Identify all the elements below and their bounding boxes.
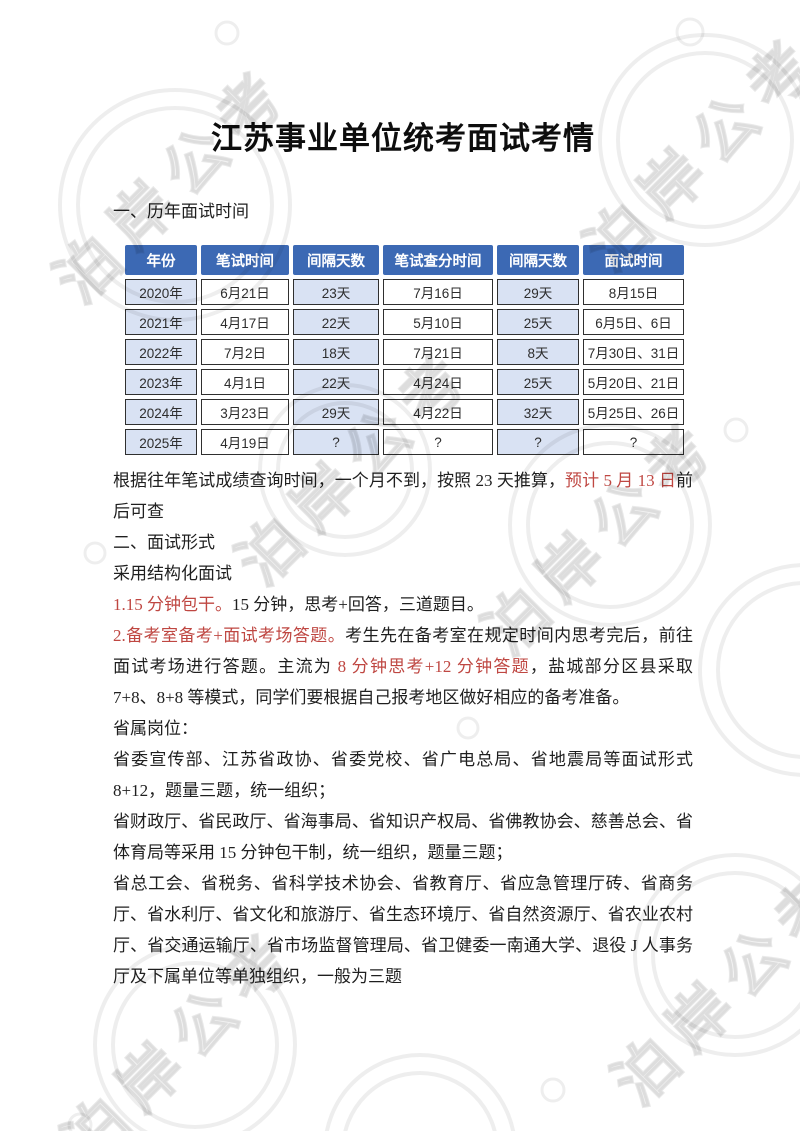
table-cell: 7月2日 bbox=[201, 339, 289, 365]
table-cell: 7月21日 bbox=[383, 339, 493, 365]
table-cell: 2025年 bbox=[125, 429, 197, 455]
paragraph: 根据往年笔试成绩查询时间，一个月不到，按照 23 天推算，预计 5 月 13 日… bbox=[113, 465, 693, 527]
column-header: 年份 bbox=[125, 245, 197, 275]
column-header: 间隔天数 bbox=[293, 245, 379, 275]
table-row: 2022年 7月2日 18天 7月21日 8天 7月30日、31日 bbox=[125, 339, 684, 365]
paragraph: 省总工会、省税务、省科学技术协会、省教育厅、省应急管理厅砖、省商务厅、省水利厅、… bbox=[113, 868, 693, 992]
text-run: 省财政厅、省民政厅、省海事局、省知识产权局、省佛教协会、慈善总会、省体育局等采用… bbox=[113, 812, 693, 862]
table-cell: ? bbox=[293, 429, 379, 455]
text-run: 15 分钟，思考+回答，三道题目。 bbox=[232, 595, 484, 614]
text-run: 预计 5 月 13 日 bbox=[565, 471, 677, 490]
column-header: 笔试查分时间 bbox=[383, 245, 493, 275]
table-cell: 25天 bbox=[497, 309, 579, 335]
table-row: 2025年 4月19日???? bbox=[125, 429, 684, 455]
text-run: ，盐城部分区县采取 7+8、8+8 等模式，同学们要根据自己报考地区做好相应的备… bbox=[113, 657, 693, 707]
table-row: 2024年 3月23日 29天 4月22日 32天 5月25日、26日 bbox=[125, 399, 684, 425]
text-run: 采用结构化面试 bbox=[113, 564, 232, 583]
table-cell: 7月16日 bbox=[383, 279, 493, 305]
section-heading-history: 一、历年面试时间 bbox=[113, 202, 249, 221]
interview-schedule-table: 年份 笔试时间 间隔天数 笔试查分时间 间隔天数 面试时间 2020年 6月21日 23天 7月… bbox=[121, 241, 688, 459]
text-run: 8 分钟思考+12 分钟答题 bbox=[337, 657, 530, 676]
table-cell: 5月25日、26日 bbox=[583, 399, 684, 425]
paragraph: 省委宣传部、江苏省政协、省委党校、省广电总局、省地震局等面试形式 8+12，题量… bbox=[113, 744, 693, 806]
column-header: 笔试时间 bbox=[201, 245, 289, 275]
paragraph: 省属岗位： bbox=[113, 713, 693, 744]
text-run: 省委宣传部、江苏省政协、省委党校、省广电总局、省地震局等面试形式 8+12，题量… bbox=[113, 750, 693, 800]
table-cell: 2021年 bbox=[125, 309, 197, 335]
text-run: 1.15 分钟包干。 bbox=[113, 595, 232, 614]
table-cell: 2024年 bbox=[125, 399, 197, 425]
table-cell: 3月23日 bbox=[201, 399, 289, 425]
table-row: 2020年 6月21日 23天 7月16日 29天 8月15日 bbox=[125, 279, 684, 305]
page-title: 江苏事业单位统考面试考情 bbox=[211, 121, 595, 156]
table-row: 2021年 4月17日 22天 5月10日 25天 6月5日、6日 bbox=[125, 309, 684, 335]
table-cell: 18天 bbox=[293, 339, 379, 365]
table-cell: 7月30日、31日 bbox=[583, 339, 684, 365]
table-cell: 2020年 bbox=[125, 279, 197, 305]
table-cell: 4月22日 bbox=[383, 399, 493, 425]
table-cell: 8月15日 bbox=[583, 279, 684, 305]
column-header: 面试时间 bbox=[583, 245, 684, 275]
text-run: 二、面试形式 bbox=[113, 533, 215, 552]
table-cell: 2023年 bbox=[125, 369, 197, 395]
table-cell: ? bbox=[383, 429, 493, 455]
table-cell: 4月1日 bbox=[201, 369, 289, 395]
table-cell: 4月19日 bbox=[201, 429, 289, 455]
paragraph: 2.备考室备考+面试考场答题。考生先在备考室在规定时间内思考完后，前往面试考场进… bbox=[113, 620, 693, 713]
table-cell: 32天 bbox=[497, 399, 579, 425]
paragraph: 采用结构化面试 bbox=[113, 558, 693, 589]
table-cell: 2022年 bbox=[125, 339, 197, 365]
table-cell: 29天 bbox=[497, 279, 579, 305]
table-cell: 29天 bbox=[293, 399, 379, 425]
table-cell: 5月20日、21日 bbox=[583, 369, 684, 395]
text-run: 前后可查 bbox=[113, 471, 694, 521]
table-cell: 5月10日 bbox=[383, 309, 493, 335]
table-cell: 25天 bbox=[497, 369, 579, 395]
table-cell: 23天 bbox=[293, 279, 379, 305]
text-run: 省属岗位： bbox=[113, 719, 198, 738]
text-run: 根据往年笔试成绩查询时间，一个月不到，按照 23 天推算， bbox=[113, 471, 566, 490]
paragraph: 1.15 分钟包干。15 分钟，思考+回答，三道题目。 bbox=[113, 589, 693, 620]
text-run: 省总工会、省税务、省科学技术协会、省教育厅、省应急管理厅砖、省商务厅、省水利厅、… bbox=[113, 874, 693, 986]
column-header: 间隔天数 bbox=[497, 245, 579, 275]
text-run: 2.备考室备考+面试考场答题。 bbox=[113, 626, 346, 645]
table-cell: ? bbox=[497, 429, 579, 455]
body-text: 根据往年笔试成绩查询时间，一个月不到，按照 23 天推算，预计 5 月 13 日… bbox=[113, 465, 693, 992]
table-cell: 6月5日、6日 bbox=[583, 309, 684, 335]
table-row: 2023年 4月1日 22天 4月24日 25天 5月20日、21日 bbox=[125, 369, 684, 395]
table-header-row: 年份 笔试时间 间隔天数 笔试查分时间 间隔天数 面试时间 bbox=[125, 245, 684, 275]
table-cell: 8天 bbox=[497, 339, 579, 365]
paragraph: 省财政厅、省民政厅、省海事局、省知识产权局、省佛教协会、慈善总会、省体育局等采用… bbox=[113, 806, 693, 868]
text-run: 考生先在备考室在规定时间内思考完后，前往面试考场进行答题。主流为 bbox=[113, 626, 694, 676]
paragraph: 二、面试形式 bbox=[113, 527, 693, 558]
table-cell: 22天 bbox=[293, 369, 379, 395]
table-cell: 6月21日 bbox=[201, 279, 289, 305]
table-cell: 4月17日 bbox=[201, 309, 289, 335]
table-cell: ? bbox=[583, 429, 684, 455]
document-content: 江苏事业单位统考面试考情 一、历年面试时间 年份 笔试时间 间隔天数 笔试查分时间 间隔… bbox=[113, 0, 693, 992]
table-cell: 22天 bbox=[293, 309, 379, 335]
table-cell: 4月24日 bbox=[383, 369, 493, 395]
